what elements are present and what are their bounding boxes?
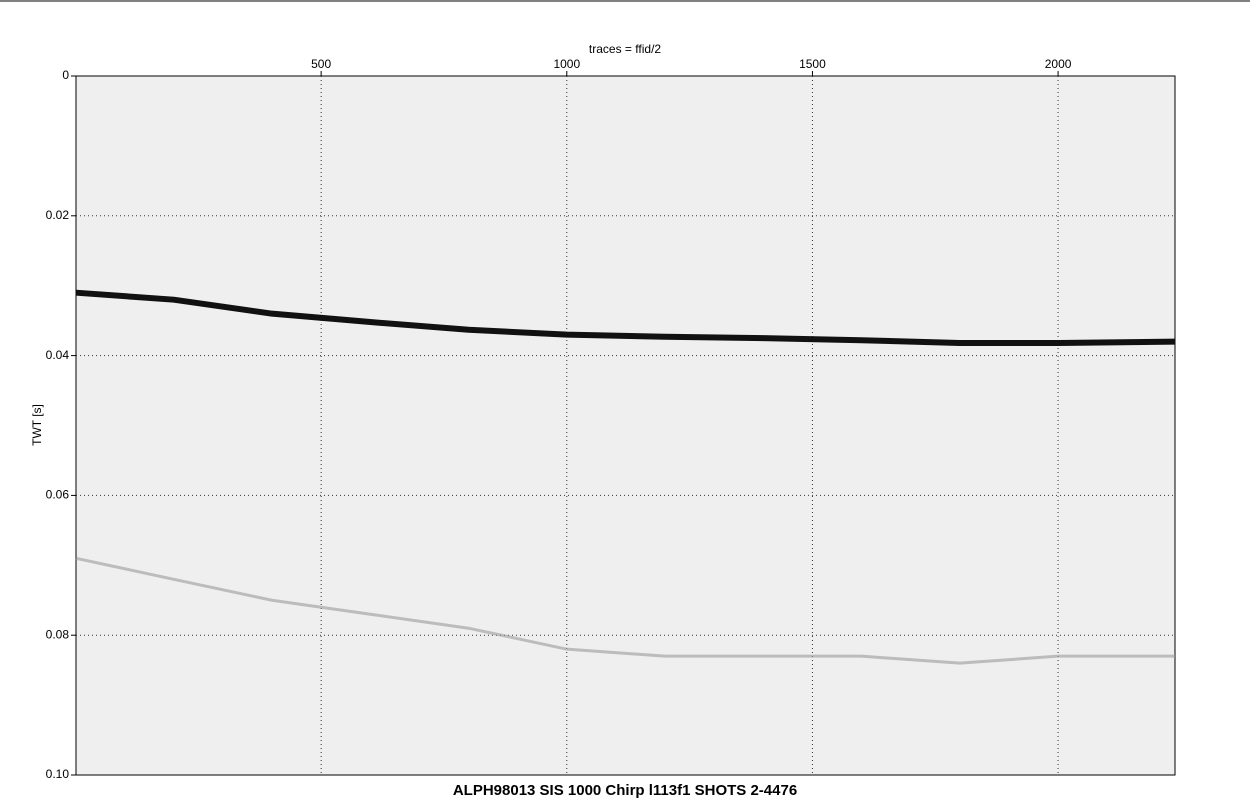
x-tick-label: 1500 <box>799 57 826 71</box>
chart-title: ALPH98013 SIS 1000 Chirp l113f1 SHOTS 2-… <box>453 782 797 799</box>
y-tick-label: 0.08 <box>46 627 70 641</box>
x-tick-label: 2000 <box>1045 57 1072 71</box>
y-tick-label: 0.02 <box>46 208 70 222</box>
y-tick-label: 0.10 <box>46 767 70 781</box>
reflector <box>75 556 1175 665</box>
y-tick-label: 0.04 <box>46 348 70 362</box>
y-tick-label: 0.06 <box>46 488 70 502</box>
x-tick-label: 500 <box>311 57 331 71</box>
reflector <box>75 289 1176 347</box>
y-tick-label: 0 <box>62 68 69 82</box>
x-tick-label: 1000 <box>553 57 580 71</box>
x-axis-label: traces = ffid/2 <box>589 42 661 56</box>
y-axis-label: TWT [s] <box>30 404 44 446</box>
plot-area <box>75 75 1176 776</box>
